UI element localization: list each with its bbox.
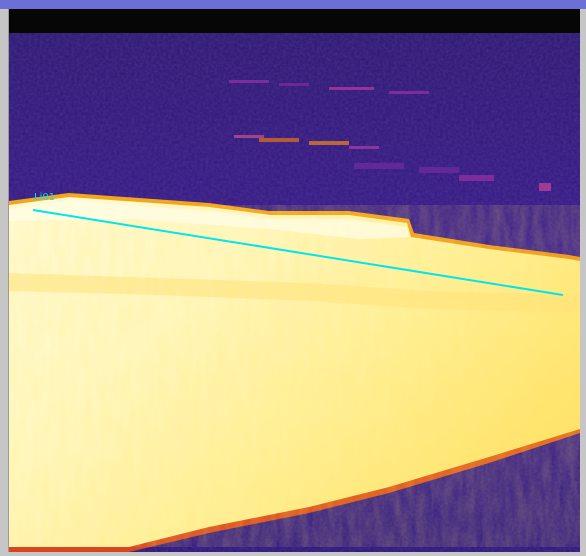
measurement-line-label: Li01	[34, 192, 55, 203]
window-right-border	[580, 9, 586, 556]
thermal-image[interactable]: Li01	[9, 33, 580, 552]
measurement-line[interactable]	[32, 209, 564, 296]
thermal-image-viewport[interactable]: Li01	[9, 33, 580, 552]
window-left-border	[0, 9, 9, 556]
window-bottom-border	[0, 552, 586, 556]
background-warm-streaks	[229, 80, 551, 191]
window-top-border	[0, 0, 586, 9]
hot-surface-texture	[9, 205, 580, 547]
hot-surface-highlight	[9, 201, 409, 239]
image-header-bar	[9, 9, 580, 33]
